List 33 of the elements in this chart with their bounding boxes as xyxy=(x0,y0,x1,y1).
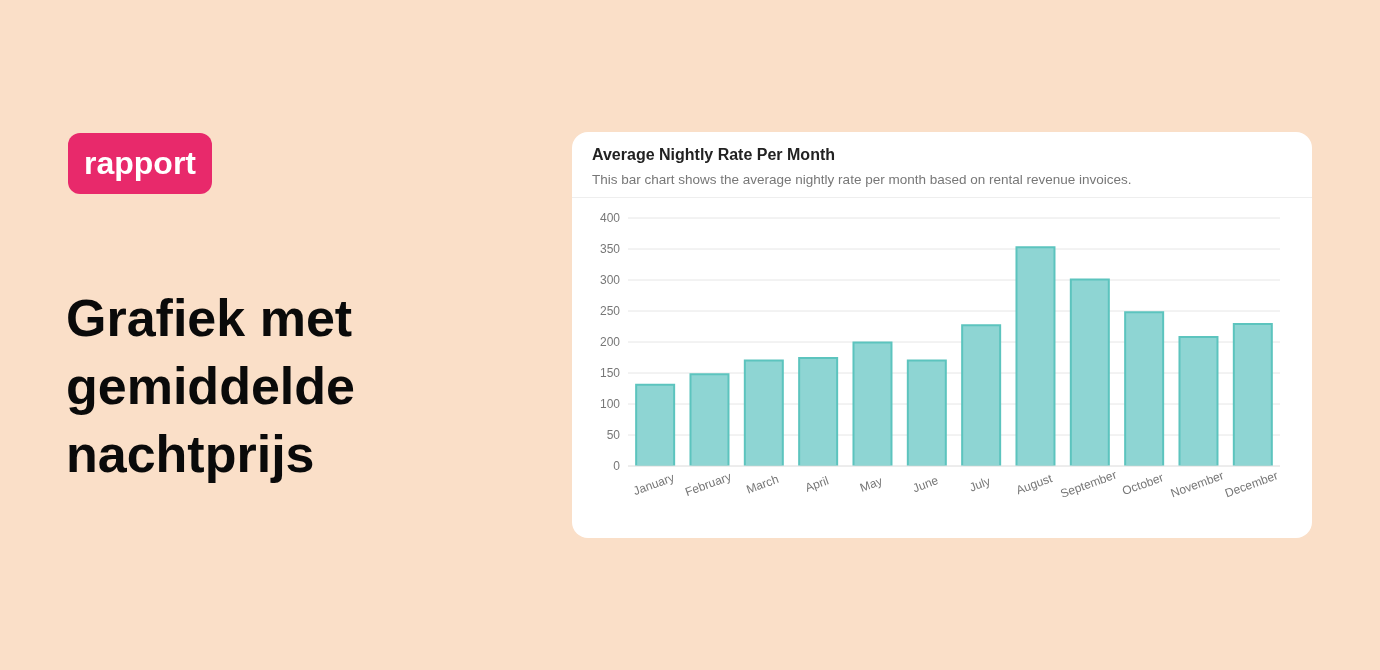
bar xyxy=(1124,311,1165,466)
bar xyxy=(852,341,893,466)
x-tick-label: July xyxy=(967,474,993,495)
bar xyxy=(906,359,947,466)
y-tick-label: 100 xyxy=(599,397,621,412)
bar xyxy=(1069,278,1110,466)
x-tick-label: March xyxy=(744,471,781,497)
y-tick-label: 50 xyxy=(606,428,621,443)
bar xyxy=(635,383,676,466)
y-tick-label: 350 xyxy=(599,242,621,257)
y-tick-label: 200 xyxy=(599,335,621,350)
bar xyxy=(961,324,1002,466)
chart-subtitle: This bar chart shows the average nightly rate per month based on rental revenue invoices. xyxy=(592,172,1133,187)
y-tick-label: 400 xyxy=(599,211,621,226)
bar xyxy=(798,357,839,466)
y-tick-label: 150 xyxy=(599,366,621,381)
y-tick-label: 0 xyxy=(613,459,621,474)
bar xyxy=(1015,246,1056,466)
bar xyxy=(1232,323,1273,466)
y-tick-label: 300 xyxy=(599,273,621,288)
bar xyxy=(743,359,784,466)
x-tick-label: January xyxy=(631,470,677,499)
bar xyxy=(1178,336,1219,466)
x-tick-label: August xyxy=(1014,471,1055,498)
text: Grafiek met gemiddelde nachtprijs xyxy=(66,288,356,485)
bar xyxy=(689,373,730,466)
x-tick-label: May xyxy=(858,473,885,495)
x-tick-label: October xyxy=(1120,470,1166,499)
chart-title: Average Nightly Rate Per Month xyxy=(592,146,836,164)
text: rapport xyxy=(68,133,212,194)
y-tick-label: 250 xyxy=(599,304,621,319)
x-tick-label: June xyxy=(910,473,941,496)
x-tick-label: April xyxy=(803,473,831,495)
